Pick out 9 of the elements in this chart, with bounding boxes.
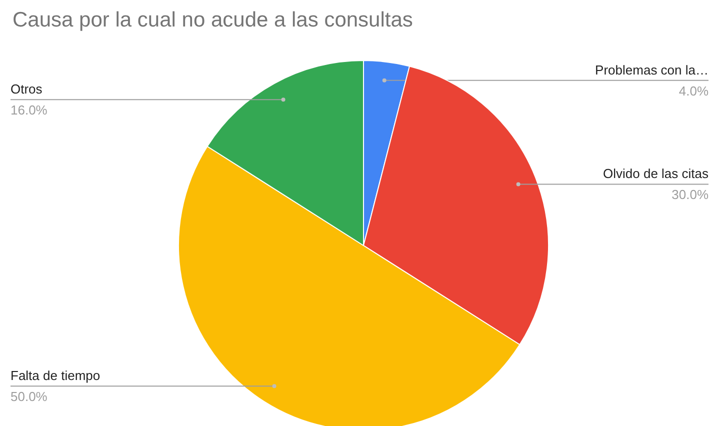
slice-label: Olvido de las citas	[603, 166, 709, 182]
data-label: 30.0%	[672, 187, 709, 202]
slice-label: Problemas con la…	[595, 62, 709, 78]
slice-label: Falta de tiempo	[10, 368, 100, 384]
data-label: 50.0%	[10, 389, 48, 404]
data-label: 4.0%	[678, 83, 709, 98]
slice-label: Otros	[10, 82, 43, 97]
data-label: 16.0%	[10, 102, 48, 118]
chart-title: Causa por la cual no acude a las consultas	[12, 8, 413, 32]
